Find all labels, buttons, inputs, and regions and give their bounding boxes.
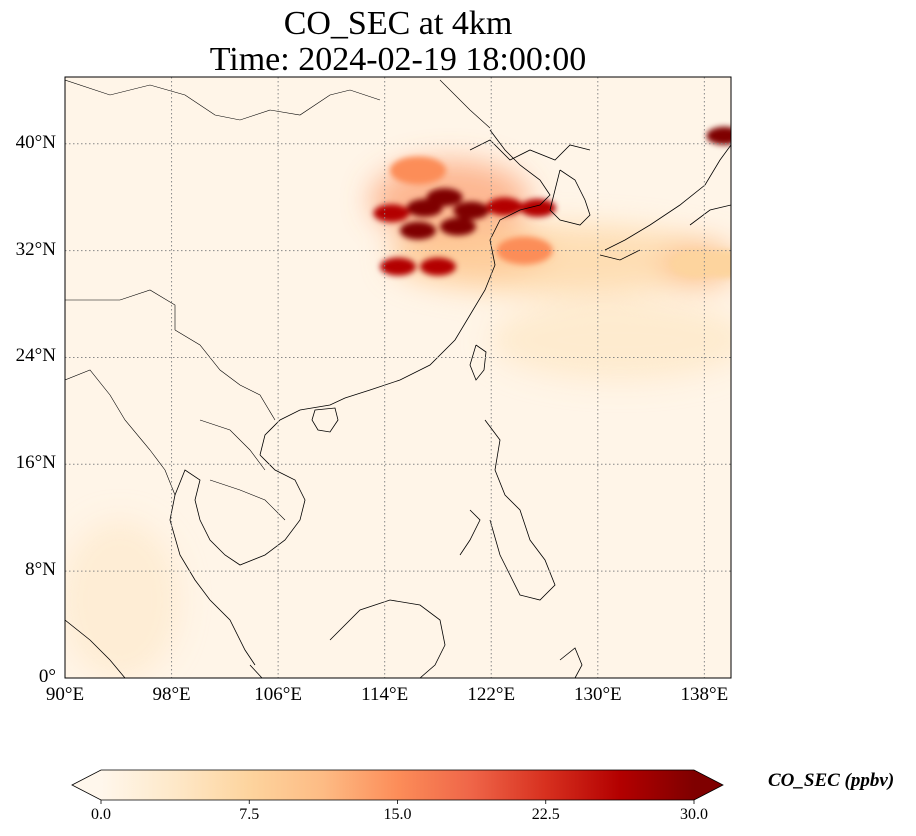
longitude-label: 106°E — [254, 684, 302, 705]
longitude-label: 98°E — [152, 684, 191, 705]
gridlines — [65, 77, 731, 678]
map-frame — [64, 76, 732, 679]
co-plume — [519, 198, 556, 217]
co-plume — [406, 198, 443, 217]
latitude-label: 24°N — [15, 345, 56, 367]
co-plume — [486, 197, 523, 216]
longitude-label: 90°E — [45, 684, 85, 705]
colorbar — [71, 769, 724, 804]
coastlines — [65, 79, 731, 678]
co-plume — [496, 236, 553, 265]
colorbar-extend-low — [72, 770, 101, 800]
longitude-label: 130°E — [573, 684, 622, 705]
latitude-label: 32°N — [15, 238, 56, 260]
co-plume — [453, 201, 490, 220]
co-plume — [439, 217, 476, 236]
co-plume — [706, 126, 731, 145]
latitude-label: 0° — [38, 666, 56, 687]
co-plumes — [373, 126, 731, 278]
colorbar-label: CO_SEC (ppbv) — [768, 770, 895, 791]
colorbar-tick-label: 30.0 — [680, 806, 708, 823]
longitude-label: 114°E — [361, 684, 409, 705]
map-title-line2: Time: 2024-02-19 18:00:00 — [209, 41, 587, 78]
colorbar-tick-marks — [100, 800, 695, 804]
co-plume — [399, 221, 436, 240]
latitude-label: 8°N — [25, 559, 56, 581]
colorbar-tick-label: 22.5 — [531, 806, 560, 823]
colorbar-tick-label: 7.5 — [239, 806, 260, 823]
concentration-haze — [65, 160, 731, 678]
latitude-label: 16°N — [15, 452, 56, 474]
colorbar-tick-label: 0.0 — [91, 806, 111, 823]
colorbar-bar — [101, 770, 694, 800]
co-plume — [373, 204, 410, 223]
co-plume — [380, 257, 416, 276]
colorbar-tick-label: 15.0 — [383, 806, 412, 823]
co-plume — [389, 156, 446, 185]
latitude-label: 40°N — [15, 131, 56, 153]
co-plume — [696, 249, 731, 278]
longitude-label: 138°E — [680, 684, 729, 705]
map-title-line1: CO_SEC at 4km — [283, 5, 513, 42]
co-plume — [419, 257, 456, 276]
longitude-label: 122°E — [467, 684, 516, 705]
colorbar-extend-high — [694, 770, 723, 800]
